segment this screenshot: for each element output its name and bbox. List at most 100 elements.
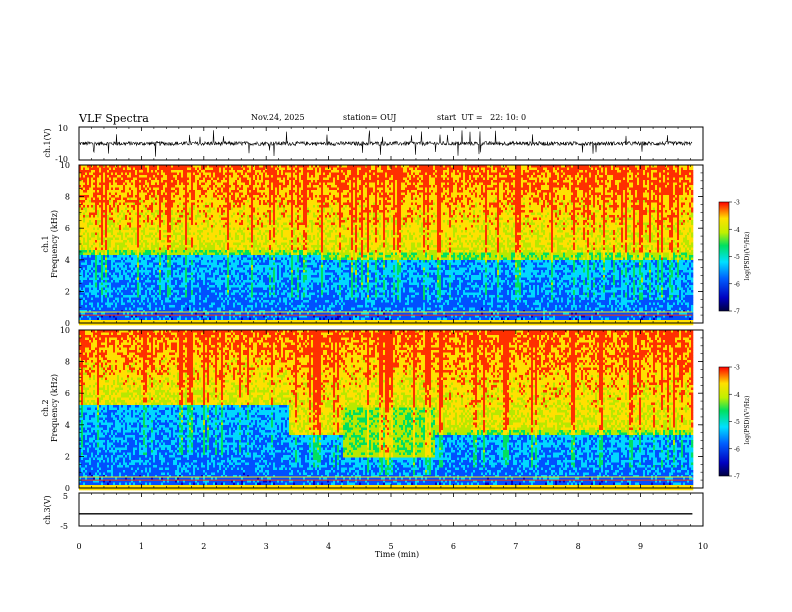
spectrogram-cell: [111, 268, 113, 271]
spectrogram-cell: [91, 303, 93, 306]
spectrogram-cell: [109, 170, 111, 173]
spectrogram-cell: [91, 290, 93, 293]
spectrogram-cell: [93, 273, 95, 276]
spectrogram-cell: [113, 173, 115, 176]
spectrogram-cell: [99, 300, 101, 303]
spectrogram-cell: [89, 253, 91, 256]
spectrogram-cell: [91, 185, 93, 188]
spectrogram-cell: [95, 235, 97, 238]
spectrogram-cell: [111, 250, 113, 253]
spectrogram-cell: [109, 273, 111, 276]
spectrogram-cell: [105, 170, 107, 173]
spectrogram-cell: [109, 285, 111, 288]
spectrogram-cell: [95, 270, 97, 273]
spectrogram-cell: [95, 173, 97, 176]
spectrogram-cell: [83, 288, 85, 291]
spectrogram-cell: [99, 290, 101, 293]
spectrogram-cell: [111, 280, 113, 283]
spectrogram-cell: [91, 280, 93, 283]
spectrogram-cell: [93, 253, 95, 256]
spectrogram-cell: [93, 265, 95, 268]
spectrogram-cell: [95, 305, 97, 308]
spectrogram-cell: [85, 275, 87, 278]
spectrogram-cell: [93, 188, 95, 191]
spectrogram-cell: [97, 190, 99, 193]
spectrogram-cell: [107, 288, 109, 291]
spectrogram-cell: [83, 255, 85, 258]
spectrogram-cell: [107, 228, 109, 231]
spectrogram-cell: [95, 238, 97, 241]
spectrogram-cell: [105, 273, 107, 276]
spectrogram-cell: [111, 293, 113, 296]
spectrogram-cell: [89, 178, 91, 181]
spectrogram-cell: [93, 208, 95, 211]
spectrogram-cell: [81, 320, 83, 323]
spectrogram-cell: [95, 283, 97, 286]
spectrogram-cell: [95, 273, 97, 276]
spectrogram-cell: [103, 275, 105, 278]
spectrogram-cell: [83, 175, 85, 178]
spectrogram-cell: [103, 170, 105, 173]
spectrogram-cell: [113, 275, 115, 278]
spectrogram-cell: [111, 255, 113, 258]
spectrogram-cell: [85, 280, 87, 283]
spectrogram-cell: [97, 240, 99, 243]
spectrogram-cell: [89, 213, 91, 216]
spectrogram-cell: [95, 220, 97, 223]
spectrogram-cell: [91, 215, 93, 218]
spectrogram-cell: [91, 200, 93, 203]
spectrogram-cell: [83, 238, 85, 241]
spectrogram-cell: [97, 188, 99, 191]
spectrogram-cell: [111, 258, 113, 261]
spectrogram-cell: [109, 205, 111, 208]
spectrogram-cell: [109, 200, 111, 203]
spectrogram-cell: [91, 213, 93, 216]
spectrogram-cell: [85, 243, 87, 246]
spectrogram-cell: [87, 305, 89, 308]
spectrogram-cell: [107, 170, 109, 173]
spectrogram-cell: [99, 270, 101, 273]
spectrogram-cell: [97, 320, 99, 323]
vlf-spectra-figure: 10 -10 ch.1(V) 0246810 ch.1 Frequency (k…: [0, 0, 792, 612]
spectrogram-cell: [111, 248, 113, 251]
spectrogram-cell: [103, 245, 105, 248]
spectrogram-cell: [107, 243, 109, 246]
ch1-ytick-top: 10: [58, 124, 68, 133]
spectrogram-cell: [101, 305, 103, 308]
spectrogram-cell: [93, 205, 95, 208]
spectrogram-cell: [87, 243, 89, 246]
spectrogram-cell: [101, 263, 103, 266]
spectrogram-cell: [101, 295, 103, 298]
spectrogram-cell: [97, 263, 99, 266]
spectrogram-cell: [101, 250, 103, 253]
spectrogram-cell: [93, 190, 95, 193]
spectrogram-cell: [103, 178, 105, 181]
spectrogram-cell: [109, 258, 111, 261]
spectrogram-cell: [83, 170, 85, 173]
spectrogram-cell: [91, 268, 93, 271]
spectrogram-cell: [95, 240, 97, 243]
spectrogram-cell: [81, 270, 83, 273]
spectrogram-cell: [109, 293, 111, 296]
spectrogram-cell: [87, 220, 89, 223]
spectrogram-cell: [105, 175, 107, 178]
spectrogram-cell: [83, 173, 85, 176]
spectrogram-cell: [89, 290, 91, 293]
spectrogram-cell: [85, 215, 87, 218]
spectrogram-cell: [91, 250, 93, 253]
spectrogram-cell: [113, 170, 115, 173]
spectrogram-cell: [95, 288, 97, 291]
spectrogram-cell: [111, 235, 113, 238]
spectrogram-cell: [103, 288, 105, 291]
spectrogram-cell: [93, 278, 95, 281]
spectrogram-cell: [107, 178, 109, 181]
spectrogram-cell: [107, 278, 109, 281]
spectrogram-cell: [109, 173, 111, 176]
spectrogram-cell: [89, 268, 91, 271]
spectrogram-cell: [93, 290, 95, 293]
spectrogram-cell: [103, 305, 105, 308]
spectrogram-cell: [103, 293, 105, 296]
spectrogram-cell: [89, 235, 91, 238]
spectrogram-cell: [89, 245, 91, 248]
spectrogram-cell: [97, 290, 99, 293]
